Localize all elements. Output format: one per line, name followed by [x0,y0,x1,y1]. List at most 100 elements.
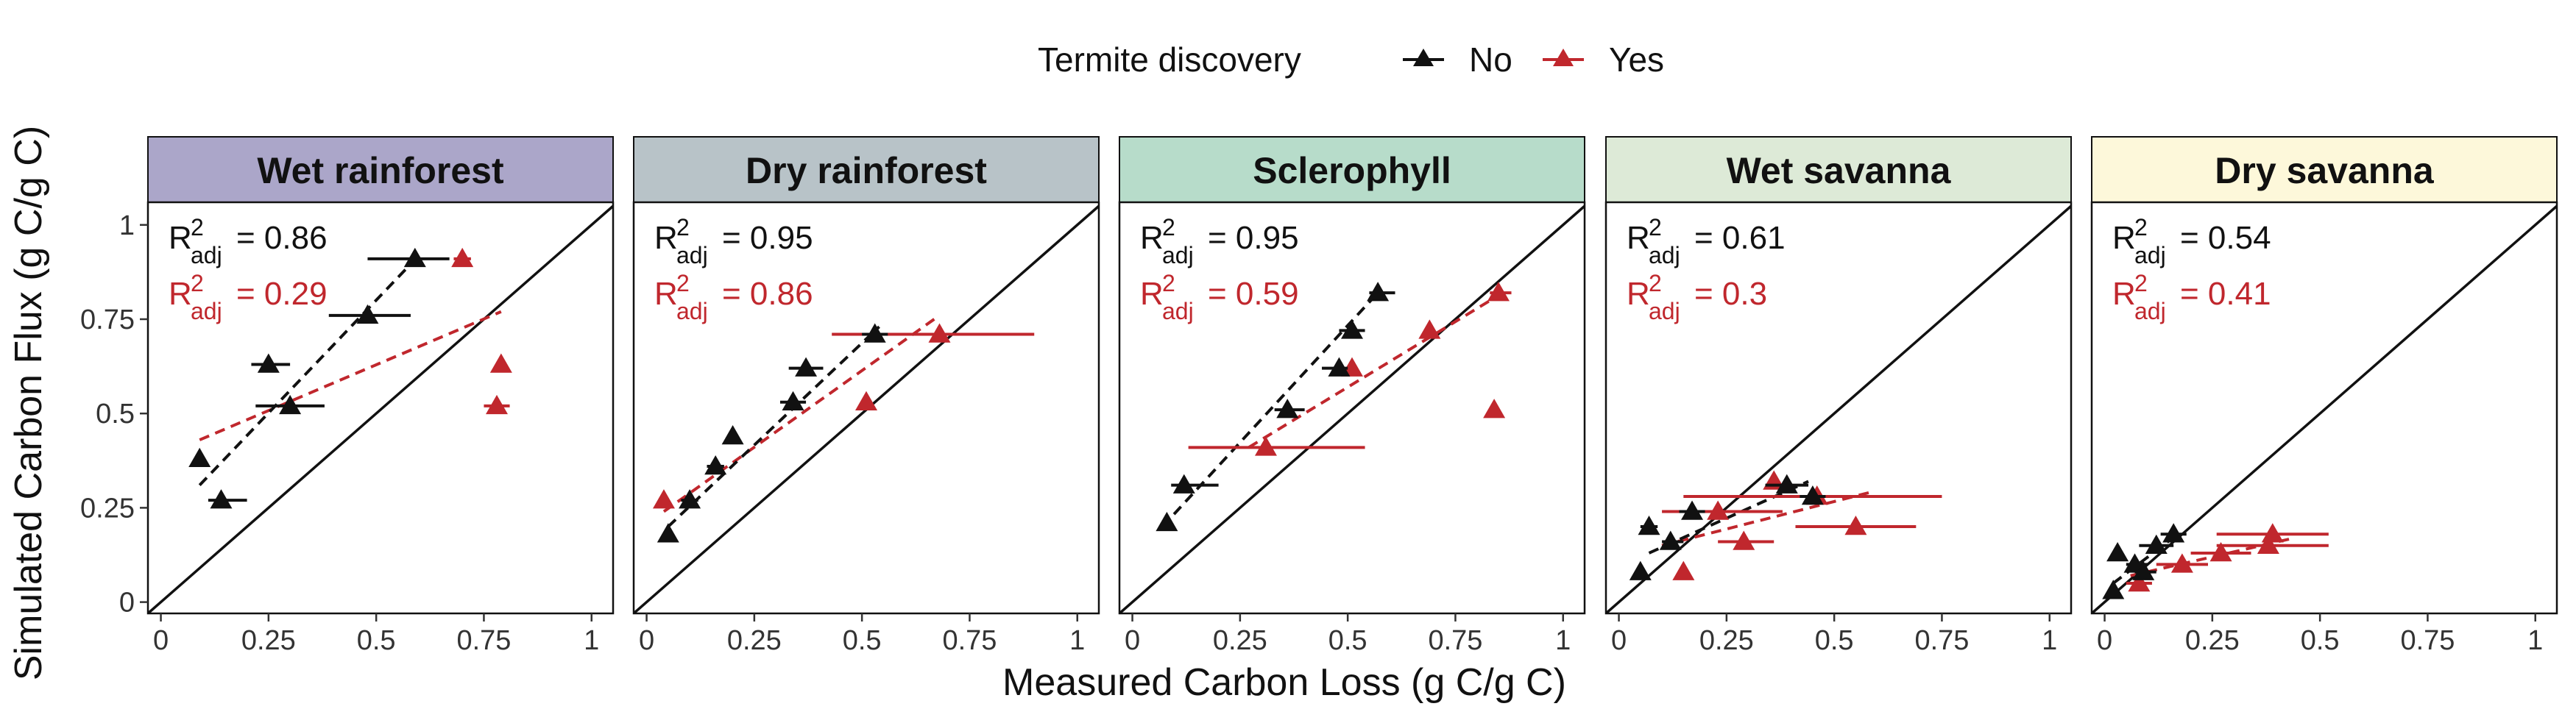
legend-key-triangle-yes [1553,49,1574,66]
y-tick-label: 0.25 [80,493,135,524]
y-axis-title: Simulated Carbon Flux (g C/g C) [7,126,50,680]
data-point-no [863,323,886,343]
x-tick-label: 0.25 [2185,625,2240,656]
panel-strip [147,136,614,203]
data-point-yes [486,394,508,415]
panel-strip [2091,136,2558,203]
x-tick-label: 1 [584,625,599,656]
data-point-yes [489,353,512,373]
legend-title: Termite discovery [1038,40,1301,79]
data-point-no [403,247,426,268]
y-tick-label: 0.75 [80,304,135,335]
x-tick-label: 0.75 [1914,625,1969,656]
data-point-no [782,391,804,411]
panel-title: Wet rainforest [257,150,504,191]
data-point-yes [2209,541,2232,562]
x-tick-label: 0.5 [2301,625,2340,656]
data-point-no [1172,474,1195,494]
x-tick-label: 0.25 [1213,625,1267,656]
panel-title: Wet savanna [1727,150,1952,191]
r2-subscript-yes: adj [676,298,708,324]
plot-data-layer [634,204,1099,613]
legend-key-triangle-no [1413,49,1434,66]
data-point-yes [1844,516,1867,535]
x-tick-label: 0 [1611,625,1627,656]
data-point-yes [1672,560,1695,580]
data-point-no [1156,511,1178,532]
one-to-one-line [1119,204,1585,613]
data-point-no [657,523,679,543]
panel-strip [1605,136,2072,203]
r2-label-no: R [1627,220,1650,256]
data-point-no [795,357,818,377]
r2-value-no: = 0.86 [236,220,328,256]
x-tick-label: 0.75 [2400,625,2455,656]
r2-value-no: = 0.54 [2180,220,2271,256]
data-point-yes [1733,530,1755,550]
r2-value-no: = 0.61 [1694,220,1786,256]
r2-superscript-no: 2 [2134,214,2148,241]
fit-line-yes [199,310,502,441]
panel-title: Dry rainforest [746,150,987,191]
fit-line-no [1161,291,1379,528]
data-point-no [2145,534,2168,554]
r2-superscript-no: 2 [676,214,690,241]
x-tick-label: 1 [2527,625,2543,656]
data-point-no [279,394,302,415]
panel-border [1118,201,1586,615]
x-tick-label: 0.25 [727,625,782,656]
data-point-no [1659,530,1682,550]
panel-border [2090,201,2558,615]
plot-data-layer [1119,204,1585,613]
fit-line-no [198,254,421,487]
x-tick-label: 0.75 [456,625,511,656]
data-point-no [1328,357,1351,377]
fit-line-no [667,325,880,528]
r2-value-yes: = 0.41 [2180,276,2271,312]
data-point-no [679,489,701,509]
x-tick-label: 1 [2042,625,2057,656]
data-point-no [2106,541,2129,562]
data-point-yes [1483,399,1506,419]
r2-label-yes: R [1140,276,1164,312]
x-axis-title: Measured Carbon Loss (g C/g C) [1002,661,1566,704]
data-point-no [1276,399,1299,419]
panel-title: Dry savanna [2215,150,2435,191]
panel-strip [633,136,1100,203]
x-tick-label: 0.5 [843,625,882,656]
r2-label-yes: R [1627,276,1650,312]
r2-value-no: = 0.95 [722,220,813,256]
legend: Termite discovery No Yes [1038,40,1664,79]
one-to-one-line [1606,204,2071,613]
x-tick-label: 0.5 [1815,625,1854,656]
x-tick-label: 0 [2097,625,2112,656]
panel-title: Sclerophyll [1253,150,1451,191]
data-point-no [2132,560,2155,580]
legend-label-no: No [1469,40,1512,79]
data-point-yes [652,489,675,509]
data-point-no [1801,485,1824,505]
x-tick-label: 0.5 [1328,625,1367,656]
data-point-no [1681,500,1704,520]
panel-strip [1119,136,1585,203]
r2-superscript-no: 2 [191,214,204,241]
r2-superscript-yes: 2 [1162,270,1175,296]
r2-value-yes: = 0.3 [1694,276,1767,312]
x-tick-label: 0 [1125,625,1140,656]
data-point-no [210,489,233,509]
fit-line-no [2112,533,2179,585]
x-tick-label: 0.25 [1699,625,1754,656]
panel-border [632,201,1100,615]
r2-value-no: = 0.95 [1208,220,1299,256]
data-point-no [1341,319,1363,339]
data-point-yes [2170,553,2193,573]
data-point-yes [1707,500,1730,520]
x-tick-label: 0.75 [942,625,997,656]
r2-label-no: R [2112,220,2136,256]
